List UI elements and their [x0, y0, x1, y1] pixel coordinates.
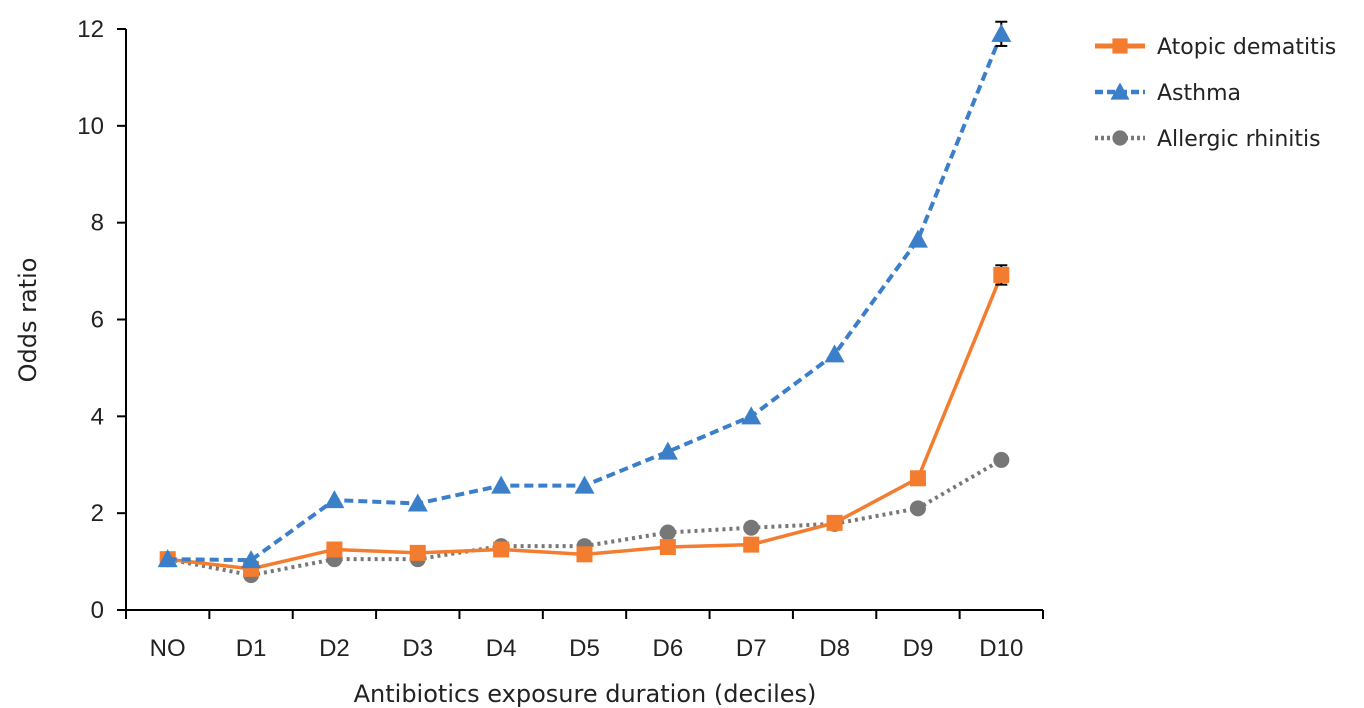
data-point: [991, 23, 1012, 42]
data-point: [657, 441, 678, 460]
data-point: [659, 539, 676, 556]
x-tick-label: D8: [819, 635, 850, 662]
legend-marker: [1112, 130, 1128, 146]
legend-label: Atopic dematitis: [1157, 35, 1336, 60]
series-asthma: [157, 20, 1012, 569]
x-tick-label: D3: [402, 635, 433, 662]
data-point: [743, 536, 760, 553]
x-tick-label: D1: [236, 635, 267, 662]
x-tick-label: D9: [903, 635, 934, 662]
series-layer: [157, 20, 1012, 584]
y-tick-label: 6: [91, 307, 104, 334]
data-point: [157, 549, 178, 568]
y-tick-label: 12: [77, 16, 104, 43]
data-point: [491, 475, 512, 494]
data-point: [409, 544, 426, 561]
legend-marker: [1110, 82, 1130, 100]
data-point: [574, 475, 595, 494]
y-tick-label: 4: [91, 403, 104, 430]
data-point: [241, 550, 262, 569]
data-point: [324, 490, 345, 509]
data-point: [826, 514, 843, 531]
legend-item: Allergic rhinitis: [1095, 127, 1321, 152]
axes: 0 2 4 6 8 10 12 NO D1 D2 D3 D4 D5 D6 D7 D8 D9 D10: [77, 16, 1044, 662]
data-point: [909, 470, 926, 487]
y-tick-label: 8: [91, 210, 104, 237]
x-axis-title: Antibiotics exposure duration (deciles): [354, 680, 817, 708]
data-point: [741, 406, 762, 425]
legend-item: Atopic dematitis: [1095, 35, 1336, 60]
data-point: [493, 541, 510, 558]
y-axis-title: Odds ratio: [14, 258, 42, 383]
y-tick-label: 2: [91, 500, 104, 527]
x-tick-label: D7: [736, 635, 767, 662]
data-point: [743, 519, 760, 536]
data-point: [326, 541, 343, 558]
legend-label: Asthma: [1157, 81, 1241, 106]
data-point: [909, 500, 926, 517]
data-point: [576, 546, 593, 563]
data-point: [824, 344, 845, 363]
x-tick-label: D2: [319, 635, 350, 662]
legend-marker: [1112, 38, 1128, 54]
x-tick-label: D4: [486, 635, 517, 662]
data-point: [907, 229, 928, 248]
series-atopic-dematitis: [159, 264, 1010, 577]
y-tick-label: 0: [91, 597, 104, 624]
data-point: [407, 493, 428, 512]
x-tick-label: D5: [569, 635, 600, 662]
data-point: [993, 266, 1010, 283]
data-point: [993, 451, 1010, 468]
x-tick-label: D6: [653, 635, 684, 662]
y-tick-label: 10: [77, 113, 104, 140]
legend-item: Asthma: [1095, 81, 1241, 106]
x-tick-label: D10: [979, 635, 1023, 662]
x-tick-label: NO: [150, 635, 186, 662]
legend-label: Allergic rhinitis: [1157, 127, 1321, 152]
series-line: [167, 274, 1003, 571]
legend: Atopic dematitis Asthma Allergic rhinitis: [1095, 35, 1336, 152]
data-point: [659, 524, 676, 541]
series-allergic-rhinitis: [159, 451, 1010, 584]
